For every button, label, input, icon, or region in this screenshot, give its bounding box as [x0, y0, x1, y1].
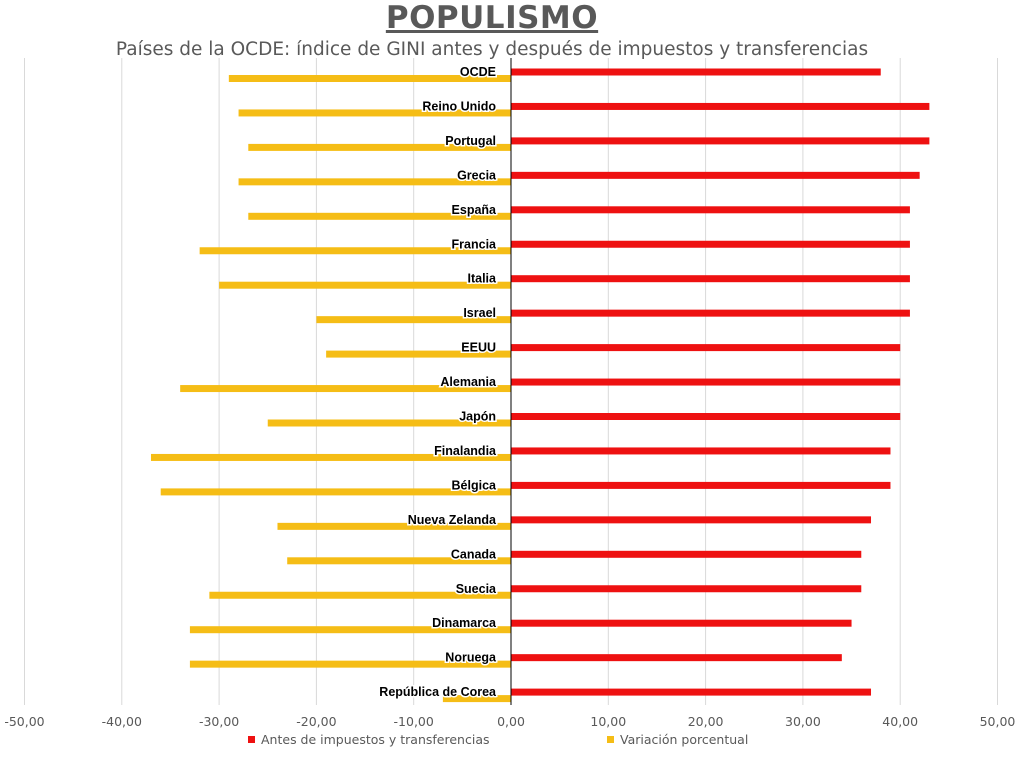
axes: -50,00 -40,00 -30,00 -20,00 -10,00 0,00 10,00 2…	[4, 58, 1015, 729]
bar-variation	[189, 660, 511, 668]
bar-variation	[189, 626, 511, 634]
category-label: Portugal	[445, 134, 496, 148]
bar-before	[511, 688, 872, 696]
bar-variation	[277, 522, 511, 530]
bar-variation	[199, 247, 511, 255]
bar-variation	[219, 281, 511, 289]
bar-before	[511, 137, 930, 145]
bar-before	[511, 481, 891, 489]
legend-label-variation: Variación porcentual	[620, 732, 749, 747]
bar-before	[511, 102, 930, 110]
bar-before	[511, 344, 901, 352]
page-title: POPULISMO	[385, 0, 599, 36]
legend-item-before: Antes de impuestos y transferencias	[248, 732, 490, 747]
category-label: Alemania	[440, 375, 497, 389]
bar-variation	[287, 557, 511, 565]
bar-variation	[209, 591, 511, 599]
x-tick-label: -40,00	[102, 714, 142, 729]
bar-before	[511, 378, 901, 386]
bar-before	[511, 68, 881, 76]
bar-variation	[228, 75, 511, 82]
category-label: Canada	[451, 547, 497, 561]
category-label: Noruega	[445, 651, 497, 665]
bar-before	[511, 654, 842, 662]
bar-variation	[238, 109, 511, 117]
category-label: Finalandia	[434, 444, 497, 458]
bar-before	[511, 413, 901, 420]
category-label: Italia	[468, 272, 498, 286]
bar-before	[511, 516, 872, 524]
bar-before	[511, 550, 862, 558]
bar-before	[511, 206, 910, 214]
category-label: Nueva Zelanda	[408, 513, 497, 527]
legend-swatch-variation	[607, 736, 614, 743]
category-label: Grecia	[457, 168, 497, 182]
bar-variation	[326, 350, 511, 358]
x-tick-label: 10,00	[590, 714, 626, 729]
bar-before	[511, 275, 910, 283]
category-label: Reino Unido	[422, 99, 496, 113]
bar-before	[511, 171, 920, 179]
category-label: Dinamarca	[432, 616, 497, 630]
x-tick-label: 0,00	[497, 714, 525, 729]
bar-variation	[316, 316, 511, 324]
bar-variation	[160, 488, 511, 496]
bar-before	[511, 240, 910, 248]
category-label: Bélgica	[452, 478, 498, 492]
x-tick-label: 30,00	[785, 714, 821, 729]
legend-item-variation: Variación porcentual	[607, 732, 748, 747]
category-label: Japón	[459, 410, 496, 424]
bar-variation	[150, 453, 512, 461]
bar-before	[511, 447, 891, 455]
category-label: EEUU	[461, 341, 496, 355]
bar-before	[511, 585, 862, 593]
bars	[150, 68, 930, 703]
x-tick-label: 20,00	[688, 714, 724, 729]
bar-before	[511, 619, 852, 627]
x-tick-label: -20,00	[296, 714, 336, 729]
legend-swatch-before	[248, 736, 255, 743]
x-tick-label: 40,00	[882, 714, 918, 729]
bar-variation	[267, 419, 511, 427]
bar-variation	[442, 695, 511, 703]
bar-variation	[238, 178, 511, 186]
x-tick-label: -30,00	[199, 714, 239, 729]
category-label: República de Corea	[379, 685, 497, 699]
x-tick-label: -10,00	[394, 714, 434, 729]
bar-before	[511, 309, 910, 317]
category-labels: OCDE Reino Unido Portugal Grecia España Franc…	[378, 64, 499, 701]
category-label: Suecia	[456, 582, 497, 596]
category-label: Francia	[452, 237, 498, 251]
category-label: España	[452, 203, 498, 217]
category-label: Israel	[463, 306, 496, 320]
x-tick-label: -50,00	[4, 714, 44, 729]
bar-variation	[180, 385, 511, 393]
legend-label-before: Antes de impuestos y transferencias	[261, 732, 490, 747]
x-tick-label: 50,00	[980, 714, 1016, 729]
chart-subtitle: Países de la OCDE: índice de GINI antes …	[115, 39, 869, 60]
bar-variation	[248, 143, 512, 151]
bar-variation	[248, 212, 512, 220]
category-label: OCDE	[460, 65, 496, 79]
